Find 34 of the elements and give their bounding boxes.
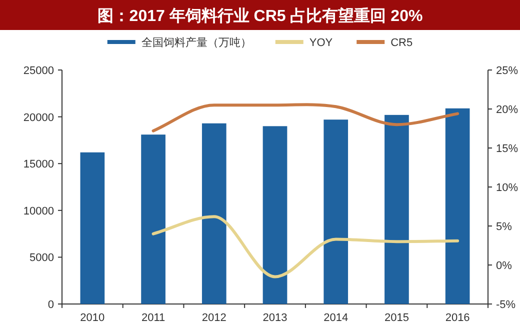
bar	[202, 123, 226, 304]
bar	[384, 114, 409, 304]
y2-tick-label: 10%	[496, 182, 518, 194]
y2-tick-label: 5%	[496, 221, 512, 233]
y-tick-label: 5000	[30, 252, 54, 264]
bar	[141, 134, 166, 304]
bar	[324, 120, 348, 304]
chart-title: 图：2017 年饲料行业 CR5 占比有望重回 20%	[97, 7, 423, 25]
legend-label: 全国饲料产量（万吨）	[141, 36, 252, 49]
y-tick-label: 0	[48, 299, 54, 311]
legend-label: CR5	[390, 37, 413, 49]
y-tick-label: 20000	[23, 112, 54, 124]
x-tick-label: 2012	[202, 312, 226, 324]
y-tick-label: 25000	[23, 65, 54, 77]
bar	[262, 126, 288, 304]
line-series	[152, 215, 460, 278]
y2-tick-label: 15%	[496, 143, 518, 155]
y2-tick-label: 20%	[496, 104, 518, 116]
x-tick-label: 2015	[384, 312, 409, 324]
y2-tick-label: -5%	[496, 299, 516, 311]
bar	[445, 108, 470, 304]
bar	[80, 152, 105, 304]
y2-tick-label: 0%	[496, 260, 512, 272]
x-tick-label: 2016	[445, 312, 470, 324]
legend-label: YOY	[309, 37, 334, 49]
x-tick-label: 2013	[262, 312, 288, 324]
y-tick-label: 15000	[23, 158, 54, 171]
y-tick-label: 10000	[23, 205, 54, 218]
line-series	[152, 103, 460, 132]
x-tick-label: 2010	[80, 312, 105, 324]
x-tick-label: 2011	[141, 312, 166, 324]
x-tick-label: 2014	[324, 312, 348, 324]
title-band: 图：2017 年饲料行业 CR5 占比有望重回 20%	[0, 0, 520, 30]
y2-tick-label: 25%	[496, 65, 518, 77]
